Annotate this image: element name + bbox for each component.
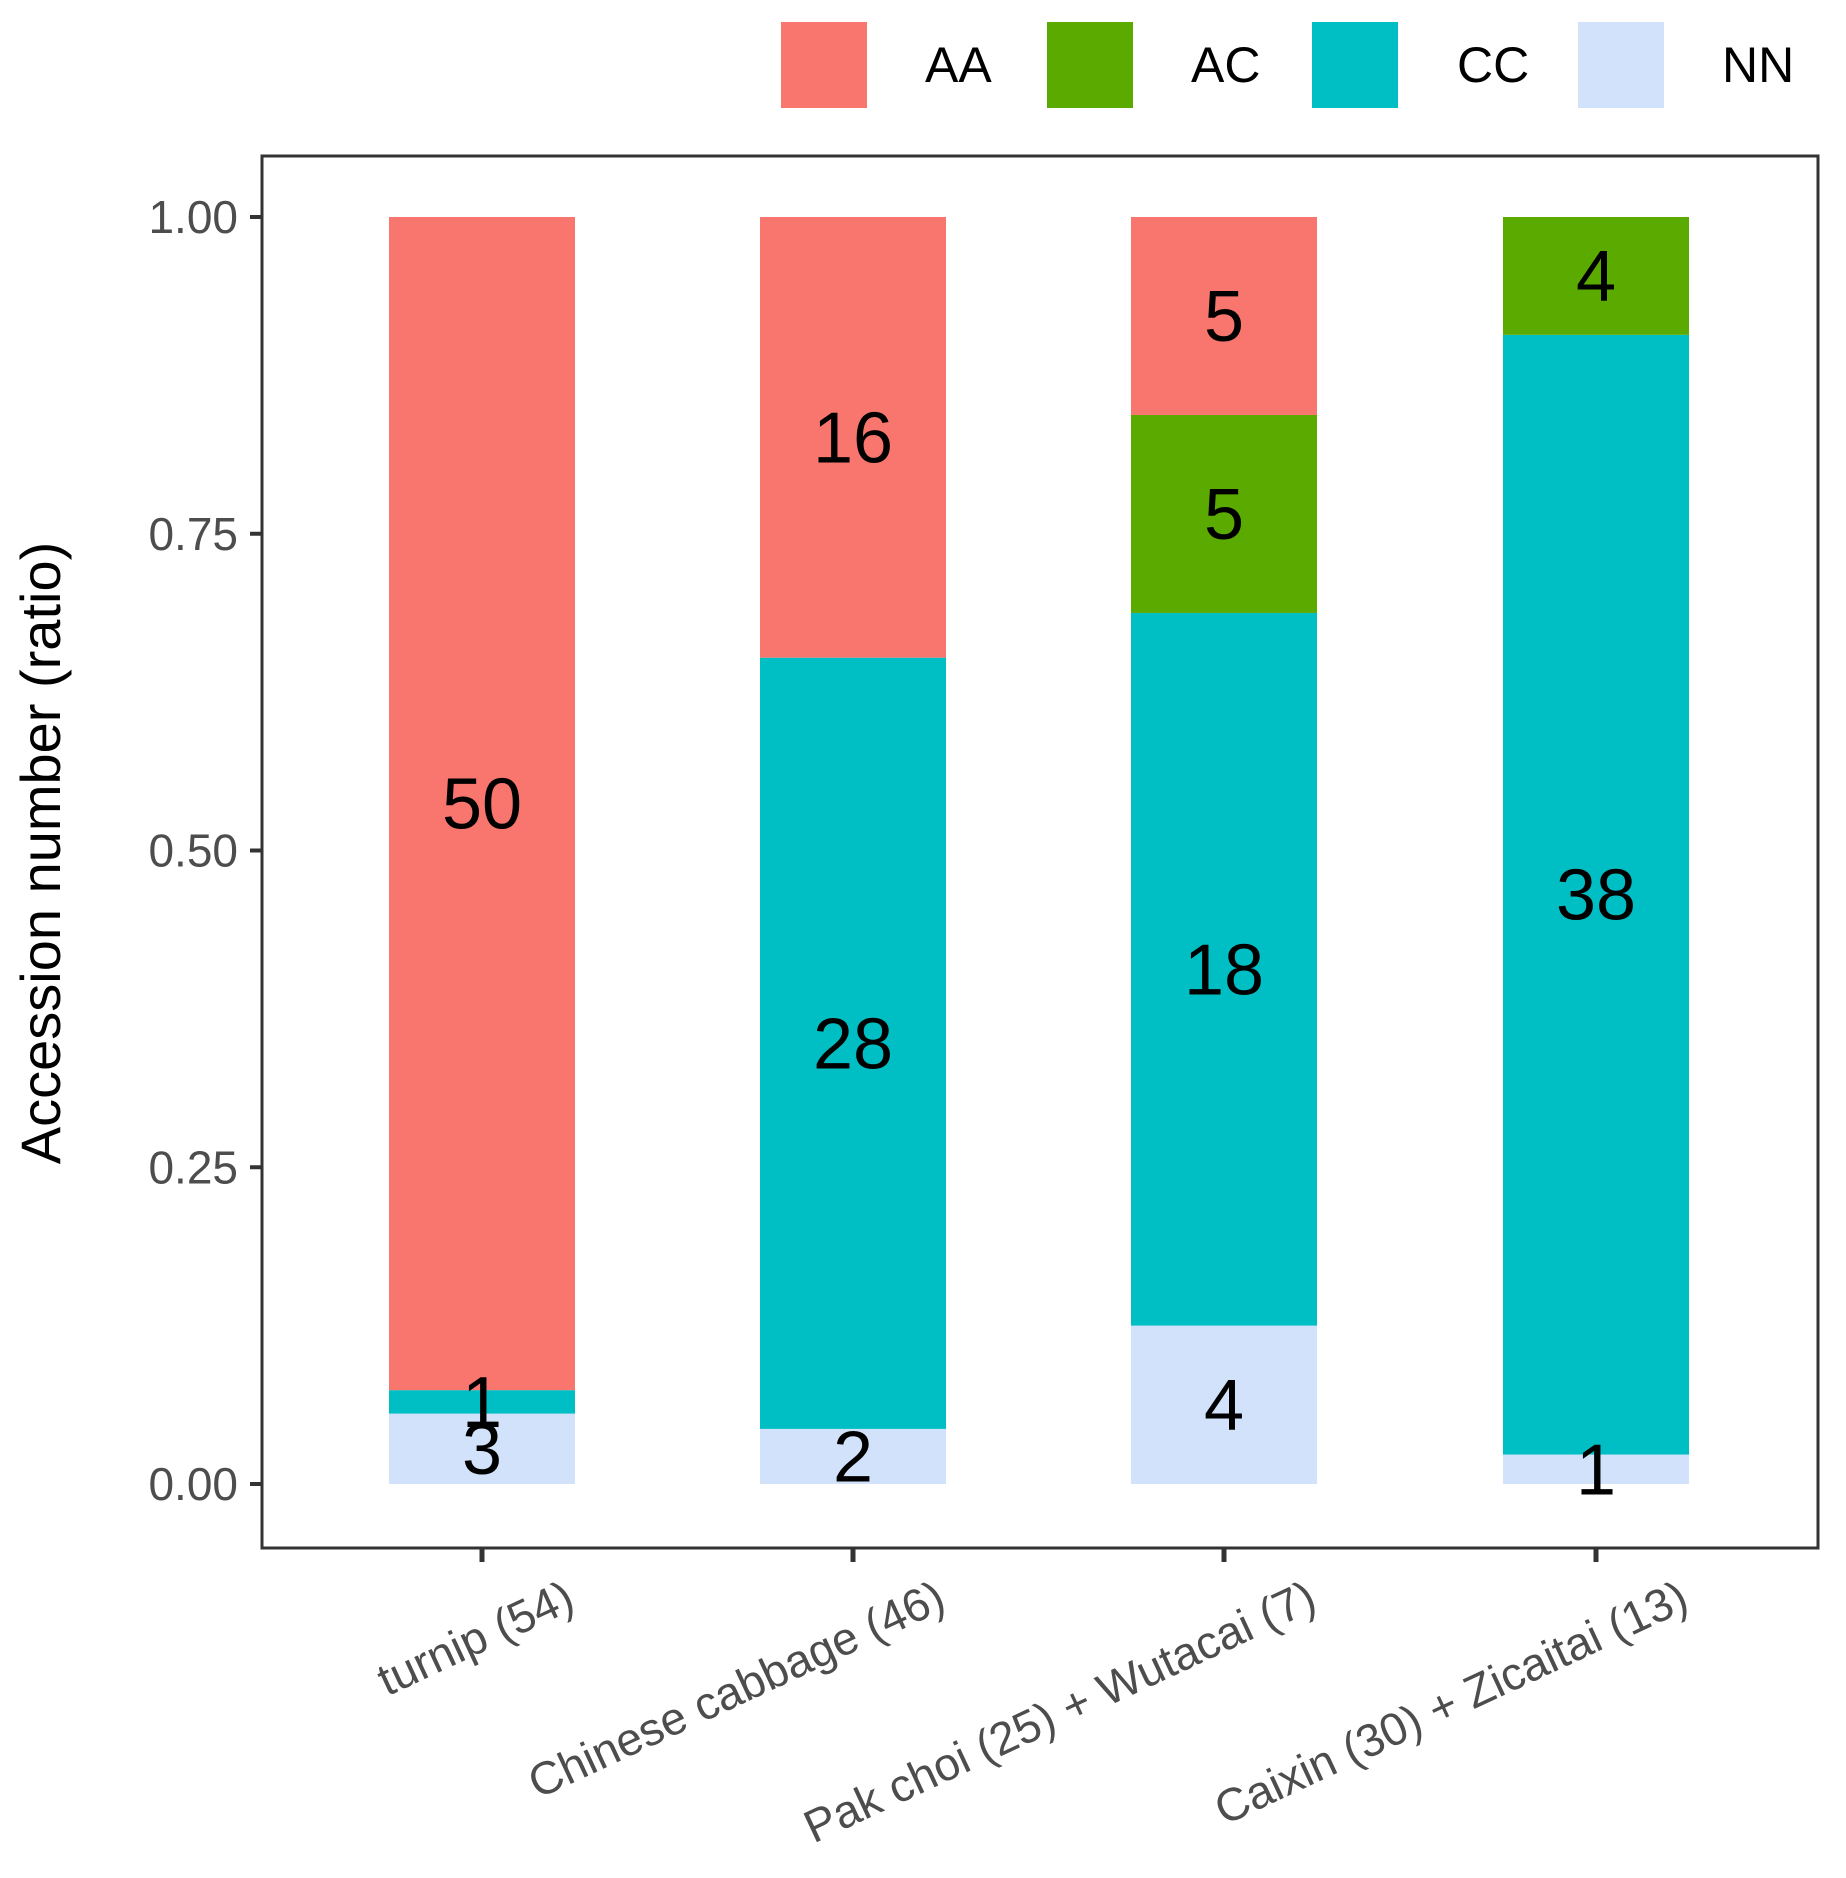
bar-segment-pak-choi-25-wutacai-7-aa (1131, 217, 1317, 415)
bar-segment-chinese-cabbage-46-cc (760, 657, 946, 1429)
y-axis-title: Accession number (ratio) (9, 542, 72, 1164)
bar-segment-caixin-30-zicaitai-13-ac (1503, 217, 1689, 335)
bar-segment-turnip-54-cc (389, 1390, 575, 1414)
y-tick-label: 1.00 (148, 191, 238, 243)
bar-value-label-pak-choi-25-wutacai-7-nn: 4 (1204, 1366, 1244, 1446)
y-tick-label: 0.75 (148, 508, 238, 560)
bar-value-label-chinese-cabbage-46-nn: 2 (833, 1417, 873, 1497)
bar-value-label-chinese-cabbage-46-aa: 16 (813, 398, 893, 478)
bar-value-label-turnip-54-nn: 3 (462, 1410, 502, 1490)
y-tick-label: 0.00 (148, 1458, 238, 1510)
legend-key-ac (1047, 22, 1133, 108)
legend-label-aa: AA (925, 37, 992, 93)
x-tick-label-turnip-54: turnip (54) (369, 1570, 581, 1706)
bar-value-label-pak-choi-25-wutacai-7-ac: 5 (1204, 475, 1244, 555)
y-tick-label: 0.25 (148, 1141, 238, 1193)
bar-segment-caixin-30-zicaitai-13-cc (1503, 334, 1689, 1455)
bar-value-label-turnip-54-aa: 50 (442, 765, 522, 845)
y-tick-label: 0.50 (148, 825, 238, 877)
bar-value-label-caixin-30-zicaitai-13-cc: 38 (1556, 856, 1636, 936)
bar-segment-chinese-cabbage-46-nn (760, 1428, 946, 1484)
bar-value-label-chinese-cabbage-46-cc: 28 (813, 1004, 893, 1084)
bar-segment-chinese-cabbage-46-aa (760, 217, 946, 658)
bar-value-label-caixin-30-zicaitai-13-nn: 1 (1576, 1430, 1616, 1510)
bars (389, 217, 1689, 1484)
bar-segment-turnip-54-nn (389, 1413, 575, 1484)
legend-label-cc: CC (1457, 37, 1529, 93)
bar-segment-turnip-54-aa (389, 217, 575, 1391)
legend-key-nn (1578, 22, 1664, 108)
bar-segment-pak-choi-25-wutacai-7-cc (1131, 612, 1317, 1326)
bar-segment-pak-choi-25-wutacai-7-ac (1131, 414, 1317, 613)
legend-key-cc (1312, 22, 1398, 108)
bar-segment-pak-choi-25-wutacai-7-nn (1131, 1325, 1317, 1484)
bar-segment-caixin-30-zicaitai-13-nn (1503, 1454, 1689, 1484)
legend: AA AC CC NN (781, 22, 1794, 108)
bar-value-label-caixin-30-zicaitai-13-ac: 4 (1576, 237, 1616, 317)
bar-value-label-pak-choi-25-wutacai-7-cc: 18 (1184, 930, 1264, 1010)
x-axis: turnip (54)Chinese cabbage (46)Pak choi … (369, 1548, 1695, 1853)
legend-label-nn: NN (1722, 37, 1794, 93)
bar-value-label-turnip-54-cc: 1 (462, 1363, 502, 1443)
legend-label-ac: AC (1191, 37, 1260, 93)
legend-key-aa (781, 22, 867, 108)
y-axis: 0.00 0.25 0.50 0.75 1.00 (148, 191, 262, 1510)
bar-value-label-pak-choi-25-wutacai-7-aa: 5 (1204, 277, 1244, 357)
